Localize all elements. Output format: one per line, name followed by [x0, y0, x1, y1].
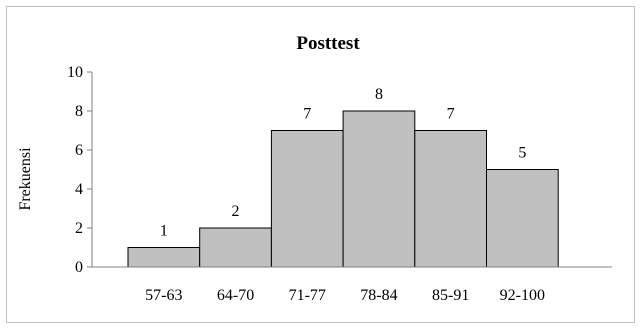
bar-92-100 [486, 169, 559, 268]
x-tick-label-92-100: 92-100 [500, 287, 545, 304]
y-tick-label-10: 10 [67, 64, 83, 81]
y-tick-label-4: 4 [75, 181, 83, 198]
y-axis-label: Frekuensi [17, 147, 34, 211]
x-tick-label-78-84: 78-84 [360, 287, 397, 304]
data-label-78-84: 8 [375, 86, 383, 103]
x-tick-label-71-77: 71-77 [289, 287, 326, 304]
y-tick-label-6: 6 [75, 142, 83, 159]
x-tick-label-57-63: 57-63 [145, 287, 182, 304]
x-tick-label-64-70: 64-70 [217, 287, 254, 304]
bar-85-91 [414, 130, 487, 268]
data-label-57-63: 1 [160, 223, 168, 240]
data-label-92-100: 5 [518, 145, 526, 162]
bar-71-77 [270, 130, 344, 268]
bar-57-63 [127, 247, 201, 268]
data-label-64-70: 2 [232, 203, 240, 220]
y-tick-label-0: 0 [75, 259, 83, 276]
bar-78-84 [342, 110, 416, 268]
plot-area: 0 2 4 6 8 10 57-63 64-70 71-77 78-84 85-91 92-100 1 2… [67, 64, 612, 304]
data-label-71-77: 7 [303, 106, 311, 123]
chart-title: Posttest [296, 33, 360, 54]
bar-64-70 [199, 227, 272, 268]
y-tick-label-2: 2 [75, 220, 83, 237]
y-tick-label-8: 8 [75, 103, 83, 120]
data-label-85-91: 7 [447, 106, 455, 123]
x-tick-label-85-91: 85-91 [432, 287, 469, 304]
